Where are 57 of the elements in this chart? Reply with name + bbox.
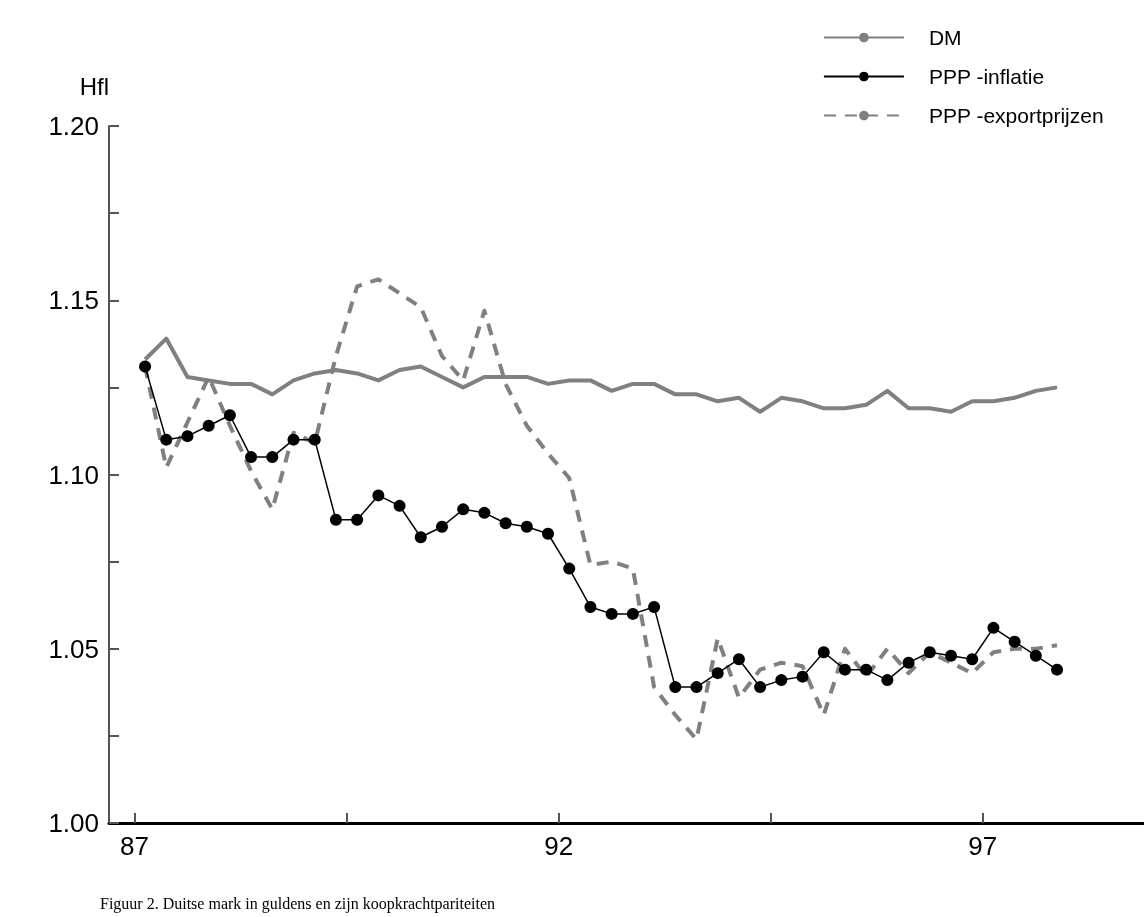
y-axis-title: Hfl: [79, 72, 109, 100]
point: [775, 674, 788, 687]
legend-label: PPP -inflatie: [928, 65, 1045, 88]
point: [669, 681, 682, 694]
point: [690, 681, 703, 694]
point: [181, 430, 194, 443]
point: [499, 517, 512, 530]
x-tick-label: 87: [119, 831, 149, 861]
point: [605, 607, 618, 620]
point: [1008, 635, 1021, 648]
point: [287, 433, 300, 446]
point: [139, 360, 152, 373]
x-tick-label: 92: [544, 831, 574, 861]
point: [160, 433, 173, 446]
y-tick-label: 1.15: [48, 285, 99, 316]
point: [860, 663, 873, 676]
point: [414, 531, 427, 544]
point: [329, 513, 342, 526]
point: [987, 621, 1000, 634]
point: [881, 674, 894, 687]
point: [457, 503, 470, 516]
point: [520, 520, 533, 533]
point: [711, 667, 724, 680]
y-tick-label: 1.10: [48, 459, 99, 490]
y-tick-label: 1.05: [48, 633, 99, 664]
point: [563, 562, 576, 575]
point: [838, 663, 851, 676]
point: [435, 520, 448, 533]
point: [945, 649, 957, 662]
y-tick-label: 1.00: [48, 808, 99, 838]
point: [648, 600, 661, 613]
point: [796, 670, 809, 683]
legend-label: PPP -exportprijzen: [928, 104, 1104, 127]
point: [478, 506, 491, 519]
point: [584, 600, 597, 613]
point: [626, 607, 639, 620]
point: [393, 499, 406, 512]
point: [308, 433, 321, 446]
point: [1029, 649, 1042, 662]
point: [754, 681, 767, 694]
point: [817, 646, 830, 659]
point: [542, 527, 555, 540]
legend-label: DM: [928, 26, 962, 49]
x-tick-label: 97: [968, 831, 998, 861]
point: [372, 489, 385, 502]
point: [923, 646, 936, 659]
point: [966, 653, 979, 666]
point: [902, 656, 915, 669]
point: [202, 419, 215, 432]
point: [1051, 663, 1064, 676]
point: [266, 451, 279, 464]
point: [732, 653, 745, 666]
y-tick-label: 1.20: [48, 111, 99, 141]
point: [245, 451, 258, 464]
point: [223, 409, 236, 422]
text: Figuur 2. Duitse mark in guldens en zijn koopkrachtpariteiten: [100, 894, 496, 913]
point: [351, 513, 364, 526]
